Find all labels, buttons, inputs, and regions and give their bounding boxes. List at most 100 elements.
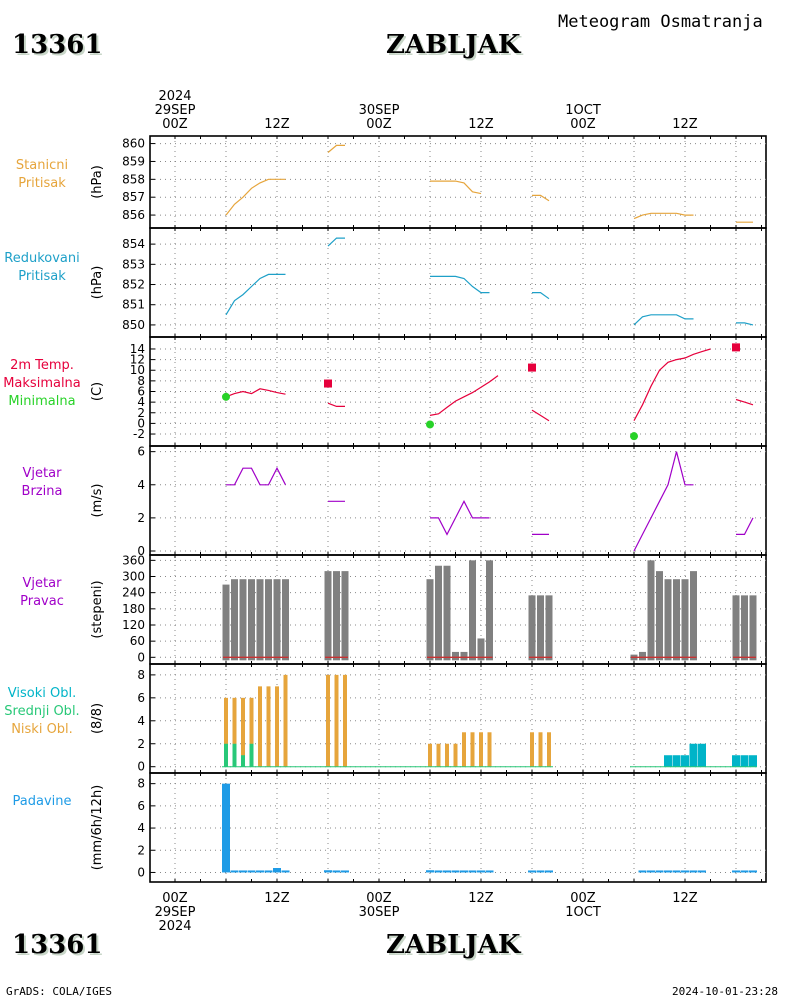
precip-bar <box>281 870 290 873</box>
station-name-bottom: ZABLJAK <box>386 930 521 960</box>
time-label-bottom: 12Z <box>672 891 698 906</box>
wind-dir-bar <box>265 579 272 661</box>
tick-label-y: 6 <box>137 691 145 705</box>
precip-bar <box>672 870 681 873</box>
series-line <box>226 466 287 486</box>
tick-label-y: 360 <box>122 553 145 567</box>
time-label-top: 2024 <box>158 89 191 104</box>
tick-label-y: 853 <box>122 257 145 271</box>
precip-bar <box>545 870 553 873</box>
wind-dir-bar <box>443 565 451 661</box>
precip-bar <box>247 870 256 873</box>
precip-bar <box>528 870 536 873</box>
panel-label: Visoki Obl. <box>8 686 76 701</box>
unit-label: (8/8) <box>90 703 105 734</box>
tick-label-y: 240 <box>122 586 145 600</box>
precip-bar <box>689 870 698 873</box>
tick-label-y: 14 <box>130 342 145 356</box>
time-label-bottom: 00Z <box>162 891 188 906</box>
wind-dir-bar <box>333 571 340 661</box>
precip-bar <box>698 870 706 873</box>
wind-dir-bar <box>732 595 740 661</box>
tick-label-y: 8 <box>137 668 145 682</box>
precip-bar <box>638 870 647 873</box>
tick-label-y: 4 <box>137 478 145 492</box>
series-line <box>532 194 550 202</box>
time-label-top: 29SEP <box>155 103 196 118</box>
series-line <box>225 178 286 216</box>
precip-bar <box>468 870 477 873</box>
tick-label-y: 60 <box>130 634 145 648</box>
cloud-high-bar <box>740 755 749 767</box>
unit-label: (hPa) <box>90 165 105 199</box>
tick-label-y: 300 <box>122 570 145 584</box>
panel-3: 0 2 4 6 (m/s) Vjetar Brzina <box>22 445 767 558</box>
tick-label-y: 4 <box>137 821 145 835</box>
tick-label-y: 851 <box>122 298 145 312</box>
cloud-low-bar <box>470 732 475 767</box>
unit-label: (stepeni) <box>90 580 105 638</box>
series-line <box>430 275 490 294</box>
cloud-high-bar <box>681 755 689 767</box>
unit-label: (hPa) <box>90 266 105 300</box>
cloud-low-bar <box>334 674 339 767</box>
precip-bar <box>451 870 460 873</box>
panel-0: 856 857 858 859 860 (hPa) Stanicni Pritisak <box>16 135 767 229</box>
cloud-low-bar <box>266 686 271 767</box>
wind-dir-bar <box>222 584 230 661</box>
cloud-high-bar <box>732 755 740 767</box>
cloud-low-bar <box>462 732 466 767</box>
cloud-high-bar <box>689 743 698 767</box>
series-line <box>633 212 694 220</box>
precip-bar <box>256 870 264 873</box>
wind-dir-bar <box>469 560 476 661</box>
panel-label: Srednji Obl. <box>4 704 79 719</box>
wind-dir-bar <box>273 579 281 661</box>
tick-label-y: 2 <box>137 843 145 857</box>
series-line <box>736 517 754 536</box>
tick-label-y: 0 <box>137 760 145 774</box>
tick-label-y: 180 <box>122 602 145 616</box>
wind-dir-bar <box>435 565 442 661</box>
wind-dir-bar <box>656 571 663 661</box>
panel-label: Pravac <box>20 594 64 609</box>
wind-dir-bar <box>664 579 672 661</box>
series-line <box>735 398 754 406</box>
wind-dir-bar <box>239 579 247 661</box>
wind-dir-bar <box>545 595 553 661</box>
tick-label-y: 12 <box>130 353 145 367</box>
cloud-high-bar <box>664 755 672 767</box>
wind-dir-bar <box>341 571 349 661</box>
precip-bar <box>655 870 664 873</box>
precip-bar <box>681 870 689 873</box>
wind-dir-bar <box>256 579 264 661</box>
series-line <box>531 409 550 422</box>
series-line <box>225 273 286 316</box>
cloud-low-bar <box>343 674 347 767</box>
tmax-marker <box>528 363 536 372</box>
tick-label-y: 0 <box>137 865 145 879</box>
cloud-low-bar <box>436 743 441 767</box>
tick-label-y: 10 <box>130 363 145 377</box>
cloud-high-bar <box>749 755 757 767</box>
wind-dir-bar <box>426 579 434 661</box>
cloud-high-bar <box>672 755 681 767</box>
wind-dir-bar <box>452 651 459 661</box>
tick-label-y: 852 <box>122 278 145 292</box>
cloud-mid-bar <box>249 743 254 767</box>
cloud-high-bar <box>698 743 706 767</box>
footer-timestamp: 2024-10-01-23:28 <box>672 985 778 998</box>
tick-label-y: 6 <box>137 799 145 813</box>
precip-bar <box>273 868 281 873</box>
tick-label-y: 4 <box>137 714 145 728</box>
cloud-low-bar <box>538 732 543 767</box>
series-line <box>430 499 490 536</box>
time-label-top: 12Z <box>672 117 698 132</box>
precip-bar <box>341 870 349 873</box>
cloud-low-bar <box>275 686 279 767</box>
cloud-low-bar <box>428 743 432 767</box>
time-label-top: 00Z <box>162 117 188 132</box>
time-label-bottom: 12Z <box>468 891 494 906</box>
